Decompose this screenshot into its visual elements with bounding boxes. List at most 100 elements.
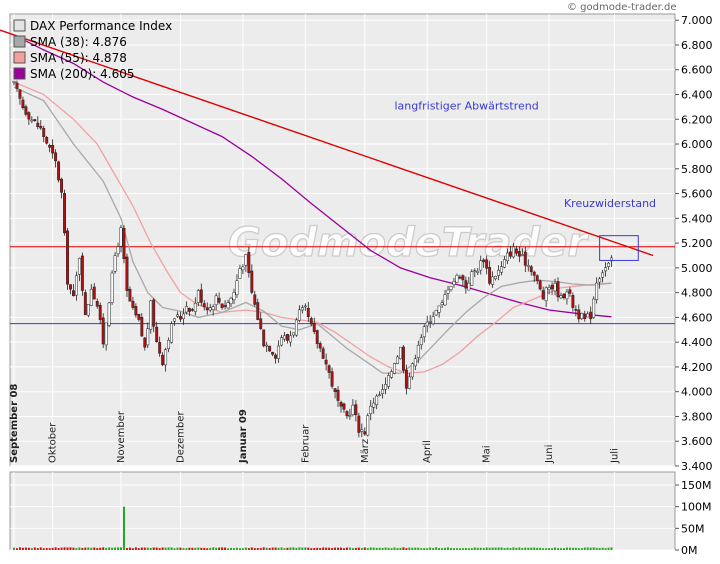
volume-bar (57, 547, 60, 550)
candle-body (497, 269, 501, 276)
legend-label: SMA (55): 4.878 (30, 51, 127, 65)
volume-bar (340, 547, 342, 550)
candle-body (229, 297, 233, 305)
volume-bar (218, 547, 221, 550)
volume-bar (357, 547, 360, 550)
volume-bar (539, 547, 542, 550)
volume-bar (200, 547, 203, 550)
candle-body (407, 376, 411, 389)
volume-bar (105, 547, 108, 550)
candle-body (217, 297, 221, 303)
price-tick-label: 3.400 (681, 460, 713, 473)
volume-bar (227, 548, 230, 550)
candle-body (18, 89, 22, 99)
volume-bar (545, 548, 548, 550)
month-label: März (360, 439, 371, 463)
candle-body (155, 326, 159, 342)
volume-bar (122, 506, 125, 550)
volume-bar (194, 547, 197, 550)
legend-label: SMA (38): 4.876 (30, 35, 127, 49)
legend-swatch (13, 67, 26, 80)
volume-bar (265, 547, 268, 550)
volume-bar (259, 548, 262, 550)
volume-bar (604, 548, 607, 550)
volume-bar (176, 547, 179, 550)
chart-annotation: langfristiger Abwärtstrend (395, 99, 539, 112)
candle-body (473, 270, 477, 272)
volume-bar (417, 547, 420, 550)
volume-bar (75, 548, 78, 550)
candle-body (289, 335, 292, 343)
candle-body (176, 314, 179, 317)
candle-body (488, 267, 492, 284)
candle-body (259, 318, 263, 329)
candle-body (485, 259, 489, 269)
volume-bar (378, 547, 381, 550)
candle-body (57, 161, 61, 181)
candle-body (541, 290, 545, 300)
volume-bars (13, 506, 613, 550)
candle-body (42, 128, 46, 137)
volume-tick-label: 150M (681, 479, 712, 492)
volume-bar (66, 547, 69, 550)
volume-bar (209, 547, 212, 550)
volume-bar (313, 548, 316, 550)
volume-bar (524, 547, 527, 550)
candle-body (455, 275, 459, 283)
volume-bar (232, 548, 235, 550)
volume-bar (289, 547, 292, 550)
volume-bar (238, 548, 241, 550)
volume-bar (387, 547, 390, 550)
volume-bar (241, 548, 244, 550)
volume-bar (470, 548, 473, 550)
candle-body (214, 295, 218, 305)
candle-body (378, 394, 382, 396)
volume-bar (568, 547, 571, 550)
candle-body (250, 270, 254, 293)
volume-bar (414, 547, 417, 550)
candle-body (187, 307, 191, 312)
candle-body (419, 337, 423, 345)
candle-body (482, 259, 486, 263)
volume-bar (441, 548, 444, 550)
candle-body (181, 313, 185, 320)
candle-body (434, 309, 438, 316)
candle-body (592, 298, 596, 318)
candle-body (306, 307, 310, 318)
volume-axis-ticks: 0M 50M 100M 150M (675, 479, 712, 557)
sma-38-line (13, 86, 612, 374)
volume-bar (426, 548, 429, 550)
volume-bar (134, 547, 137, 550)
candle-body (167, 339, 171, 349)
volume-bar (51, 547, 54, 550)
candle-body (211, 306, 215, 310)
price-tick-label: 4.200 (681, 361, 713, 374)
candle-body (544, 287, 548, 302)
candle-body (39, 125, 43, 129)
candle-body (413, 358, 417, 367)
candle-body (149, 300, 153, 330)
volume-bar (102, 547, 105, 550)
sma-200-line (13, 34, 612, 318)
candle-body (128, 288, 132, 302)
month-label: Mai (482, 445, 493, 463)
month-labels: September 08 Oktober November Dezember Janua… (9, 384, 620, 464)
volume-bar (137, 548, 140, 550)
candle-body (506, 252, 509, 262)
price-tick-label: 6.000 (681, 138, 713, 151)
volume-bar (476, 547, 479, 550)
volume-bar (369, 547, 372, 550)
price-tick-label: 5.200 (681, 237, 713, 250)
candle-body (315, 330, 319, 344)
candle-body (399, 346, 402, 360)
volume-bar (515, 547, 518, 550)
candle-body (357, 415, 361, 433)
candle-body (63, 193, 66, 234)
candle-body (396, 356, 399, 364)
candle-body (223, 305, 227, 307)
candle-body (104, 322, 108, 346)
volume-bar (402, 547, 405, 550)
price-candles (12, 80, 613, 438)
candle-body (277, 345, 281, 359)
candle-body (425, 321, 429, 327)
